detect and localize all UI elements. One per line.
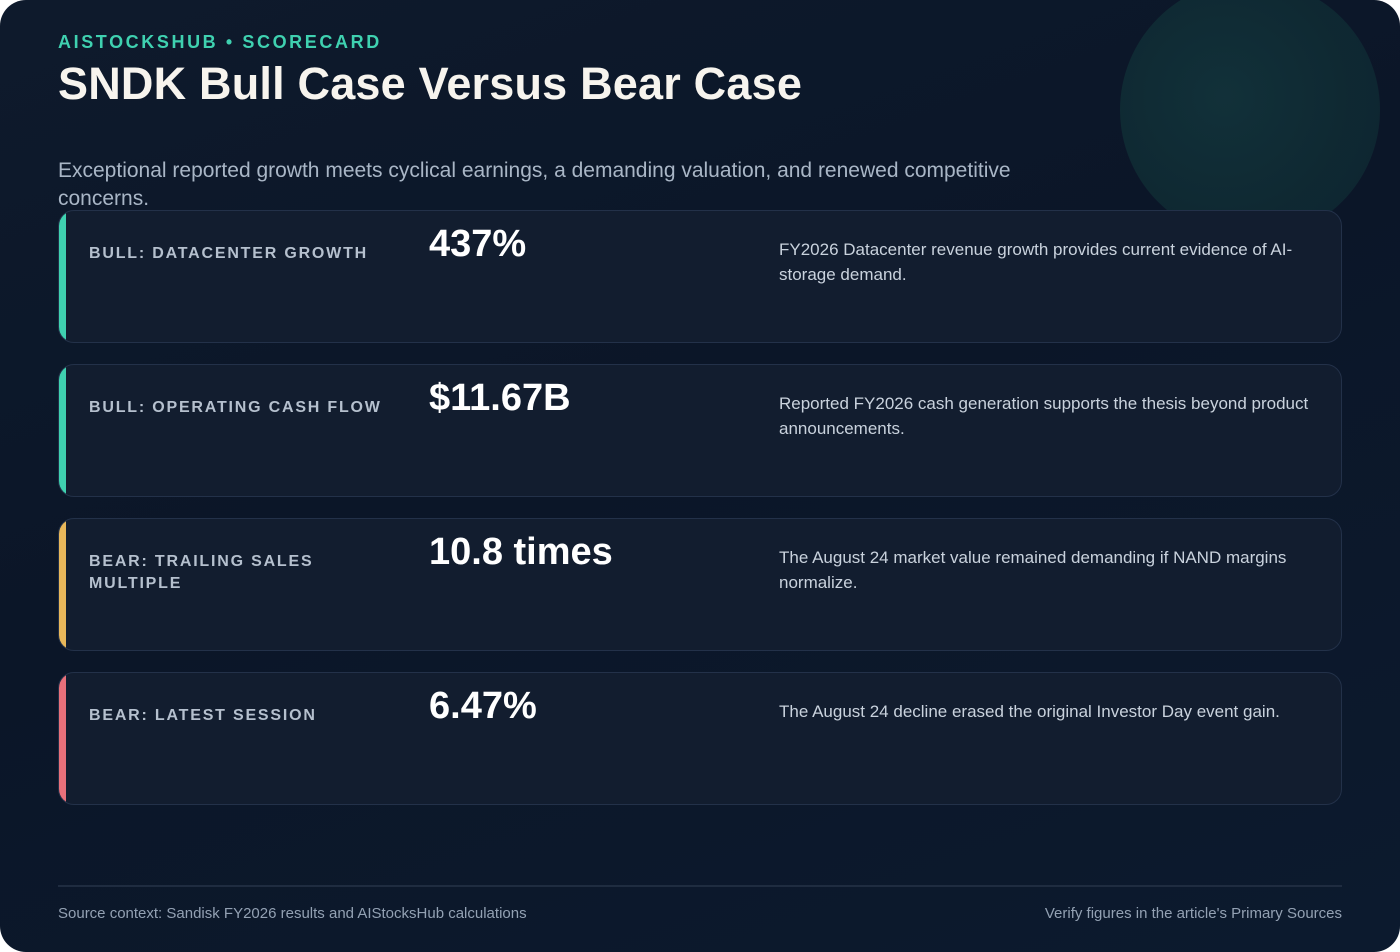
card-description: The August 24 decline erased the origina…	[779, 702, 1280, 721]
card-accent-bar	[59, 673, 66, 804]
card-label: BEAR: TRAILING SALES MULTIPLE	[89, 553, 314, 592]
card-description: The August 24 market value remained dema…	[779, 548, 1287, 592]
card-description: Reported FY2026 cash generation supports…	[779, 394, 1309, 438]
card-label: BEAR: LATEST SESSION	[89, 707, 317, 724]
card-accent-bar	[59, 519, 66, 650]
card-value: 6.47%	[429, 685, 537, 727]
card-label: BULL: DATACENTER GROWTH	[89, 245, 368, 262]
card-value: 437%	[429, 223, 527, 265]
scorecard-card-bear-sales-multiple: BEAR: TRAILING SALES MULTIPLE 10.8 times…	[58, 518, 1342, 651]
decorative-circle	[1120, 0, 1380, 240]
kicker: AISTOCKSHUB • SCORECARD	[58, 32, 382, 52]
card-accent-bar	[59, 211, 66, 342]
card-accent-bar	[59, 365, 66, 496]
footer-divider	[58, 885, 1342, 887]
page-title: SNDK Bull Case Versus Bear Case	[58, 58, 803, 109]
footer-verify-note: Verify figures in the article's Primary …	[1044, 905, 1342, 922]
card-description: FY2026 Datacenter revenue growth provide…	[779, 240, 1293, 284]
scorecard-card-bull-cash-flow: BULL: OPERATING CASH FLOW $11.67B Report…	[58, 364, 1342, 497]
footer-source-note: Source context: Sandisk FY2026 results a…	[58, 905, 527, 922]
page-subtitle: Exceptional reported growth meets cyclic…	[58, 159, 1011, 210]
card-value: 10.8 times	[429, 531, 613, 573]
card-label: BULL: OPERATING CASH FLOW	[89, 399, 382, 416]
scorecard-card-bull-datacenter: BULL: DATACENTER GROWTH 437% FY2026 Data…	[58, 210, 1342, 343]
card-value: $11.67B	[429, 377, 571, 419]
scorecard-card-bear-latest-session: BEAR: LATEST SESSION 6.47% The August 24…	[58, 672, 1342, 805]
